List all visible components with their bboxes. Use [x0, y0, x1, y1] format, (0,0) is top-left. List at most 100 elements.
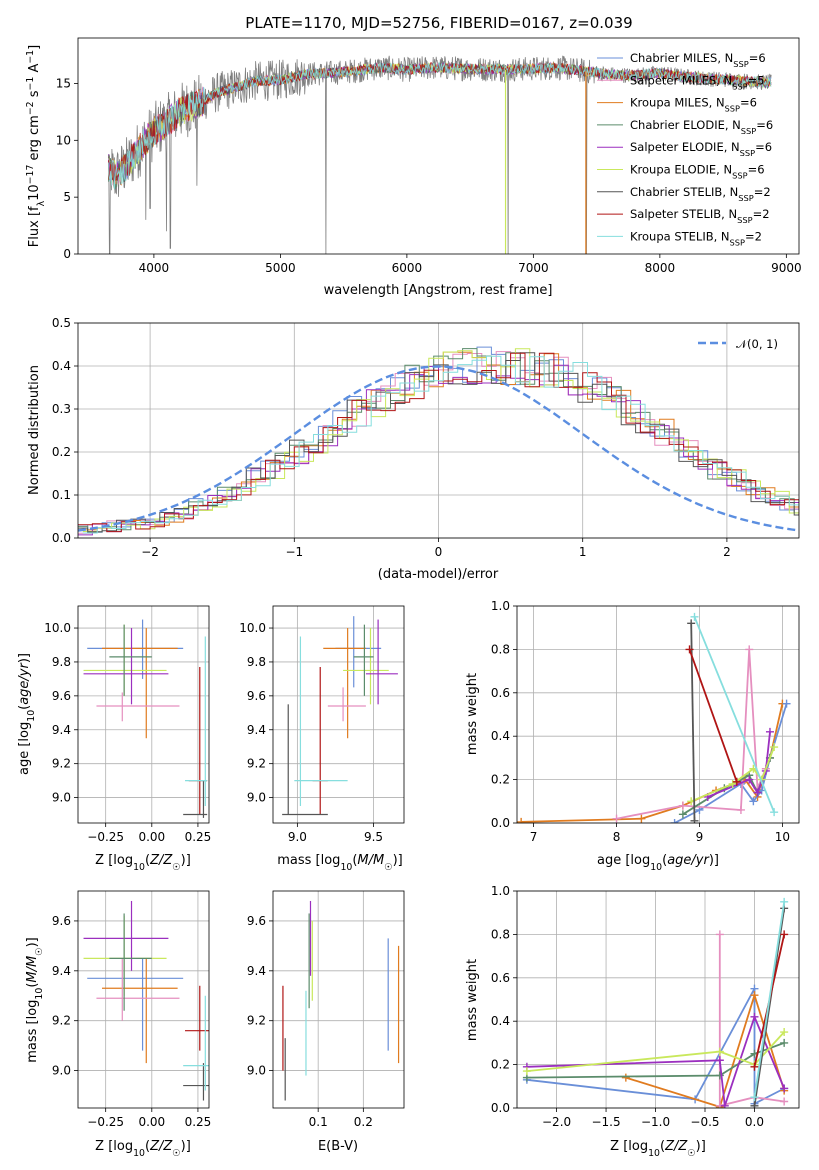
- axes-mass_vs_ebv: 0.1 0.2 9.0 9.2 9.4 9.6 E(B-V): [247, 890, 405, 1154]
- weight-marker: [770, 808, 779, 817]
- y-tick-label: 0.8: [491, 927, 510, 941]
- y-tick-label: 0.5: [52, 316, 71, 330]
- error-bar-point: [109, 913, 152, 1011]
- x-axis-label: (data-model)/error: [378, 567, 499, 582]
- weight-marker: [750, 991, 759, 1000]
- error-bar-point: [294, 636, 348, 807]
- legend-label: Kroupa ELODIE, NSSP=6: [630, 163, 765, 181]
- weight-line: [526, 1031, 785, 1072]
- error-bar-point: [96, 692, 180, 722]
- error-bar-point: [83, 915, 167, 996]
- x-tick-label: 9.0: [288, 830, 307, 844]
- weight-marker: [670, 819, 679, 823]
- plot-area: [282, 616, 398, 816]
- y-tick-label: 9.8: [247, 655, 266, 669]
- error-bar-point: [323, 628, 366, 739]
- legend-label: Chabrier ELODIE, NSSP=6: [630, 118, 773, 136]
- y-tick-label: 0.6: [491, 686, 510, 700]
- y-axis-label: Flux [fλ10−17 erg cm−2 s−1 A−1]: [25, 45, 47, 247]
- x-tick-label: −2.0: [542, 1115, 571, 1129]
- y-tick-label: 1.0: [491, 884, 510, 898]
- y-tick-label: 9.0: [52, 1064, 71, 1078]
- y-tick-label: 5: [63, 190, 71, 204]
- weight-marker: [770, 743, 779, 752]
- weight-marker: [745, 645, 754, 654]
- y-tick-label: 9.2: [247, 1014, 266, 1028]
- weight-marker: [745, 775, 754, 784]
- weight-marker: [750, 1012, 759, 1021]
- error-bar-point: [101, 958, 178, 1064]
- error-bar-point: [183, 1063, 209, 1101]
- x-tick-label: 10: [775, 830, 790, 844]
- y-axis-label: Normed distribution: [27, 365, 42, 495]
- y-tick-label: 9.2: [247, 757, 266, 771]
- weight-marker: [720, 1101, 729, 1108]
- legend-label: Chabrier STELIB, NSSP=2: [630, 185, 771, 203]
- weight-marker: [750, 1101, 759, 1108]
- weight-marker: [517, 817, 526, 823]
- x-tick-label: −0.25: [87, 830, 124, 844]
- axes-residuals: −2 −1 0 1 2 0.0 0.1 0.2 0.3 0.4 0.5 𝒩(0, 1) (data-mo…: [27, 316, 800, 582]
- weight-marker: [715, 930, 724, 939]
- x-tick-label: 0.1: [309, 1115, 328, 1129]
- x-tick-label: 9.5: [364, 830, 383, 844]
- weight-series: [715, 930, 789, 1108]
- x-tick-label: 0.2: [354, 1115, 373, 1129]
- y-tick-label: 9.0: [247, 791, 266, 805]
- plot-area: [83, 619, 208, 818]
- residual-histogram: [78, 348, 799, 533]
- axes-frame: [77, 322, 800, 539]
- error-bar-point: [365, 619, 398, 705]
- legend-label: 𝒩(0, 1): [736, 337, 778, 351]
- figure-title: PLATE=1170, MJD=52756, FIBERID=0167, z=0…: [245, 14, 632, 32]
- error-bar-point: [83, 628, 169, 705]
- axes-weight_vs_Z: −2.0 −1.5 −1.0 −0.5 0.0 0.0 0.2 0.4 0.6 0.8 1.0 Z […: [465, 884, 800, 1159]
- error-bar-point: [96, 958, 180, 1021]
- error-bar-point: [83, 900, 169, 971]
- legend-label: Salpeter STELIB, NSSP=2: [630, 207, 770, 225]
- x-axis-label: Z [log10(Z/Z☉)]: [95, 1139, 191, 1159]
- x-tick-label: 8000: [645, 261, 676, 275]
- y-tick-label: 9.6: [52, 689, 71, 703]
- weight-marker: [678, 801, 687, 810]
- x-axis-label: E(B-V): [318, 1139, 358, 1154]
- x-tick-label: 9: [696, 830, 704, 844]
- error-bar-point: [101, 628, 178, 739]
- weight-line: [693, 616, 775, 813]
- weight-series: [690, 612, 779, 817]
- weight-series: [750, 897, 789, 1102]
- spectrum-legend: Chabrier MILES, NSSP=6 Salpeter MILES, NS…: [597, 51, 773, 247]
- axes-frame: [77, 37, 800, 255]
- y-tick-label: 0.4: [491, 729, 510, 743]
- x-tick-label: 0.25: [185, 1115, 212, 1129]
- weight-marker: [637, 814, 646, 823]
- axes-frame: [272, 605, 405, 824]
- weight-marker: [780, 1097, 789, 1106]
- axes-frame: [272, 890, 405, 1109]
- y-tick-label: 10.0: [44, 621, 71, 635]
- error-bar-point: [353, 624, 374, 696]
- legend-label: Kroupa MILES, NSSP=6: [630, 96, 757, 114]
- x-tick-label: −1: [285, 545, 303, 559]
- weight-marker: [750, 1062, 759, 1071]
- y-tick-label: 0.0: [52, 531, 71, 545]
- x-axis-label: Z [log10(Z/Z☉)]: [610, 1139, 706, 1159]
- y-tick-label: 0.6: [491, 971, 510, 985]
- error-bar-point: [312, 667, 328, 815]
- weight-marker: [715, 1056, 724, 1065]
- x-tick-label: 6000: [392, 261, 423, 275]
- axes-spectrum: 4000 5000 6000 7000 8000 9000 0 5 10 15 Chabrier M…: [25, 37, 802, 298]
- axes-frame: [77, 890, 210, 1109]
- x-tick-label: −0.5: [690, 1115, 719, 1129]
- x-axis-label: age [log10(age/yr)]: [597, 853, 719, 873]
- weight-series: [621, 991, 789, 1108]
- error-bar-point: [185, 636, 208, 807]
- y-tick-label: 9.2: [52, 1014, 71, 1028]
- y-tick-label: 9.4: [52, 723, 71, 737]
- y-tick-label: 0.3: [52, 402, 71, 416]
- y-tick-label: 15: [56, 76, 71, 90]
- y-tick-label: 0.4: [491, 1014, 510, 1028]
- weight-line: [753, 901, 786, 1098]
- weight-marker: [780, 1084, 789, 1093]
- error-bar-point: [87, 958, 184, 1051]
